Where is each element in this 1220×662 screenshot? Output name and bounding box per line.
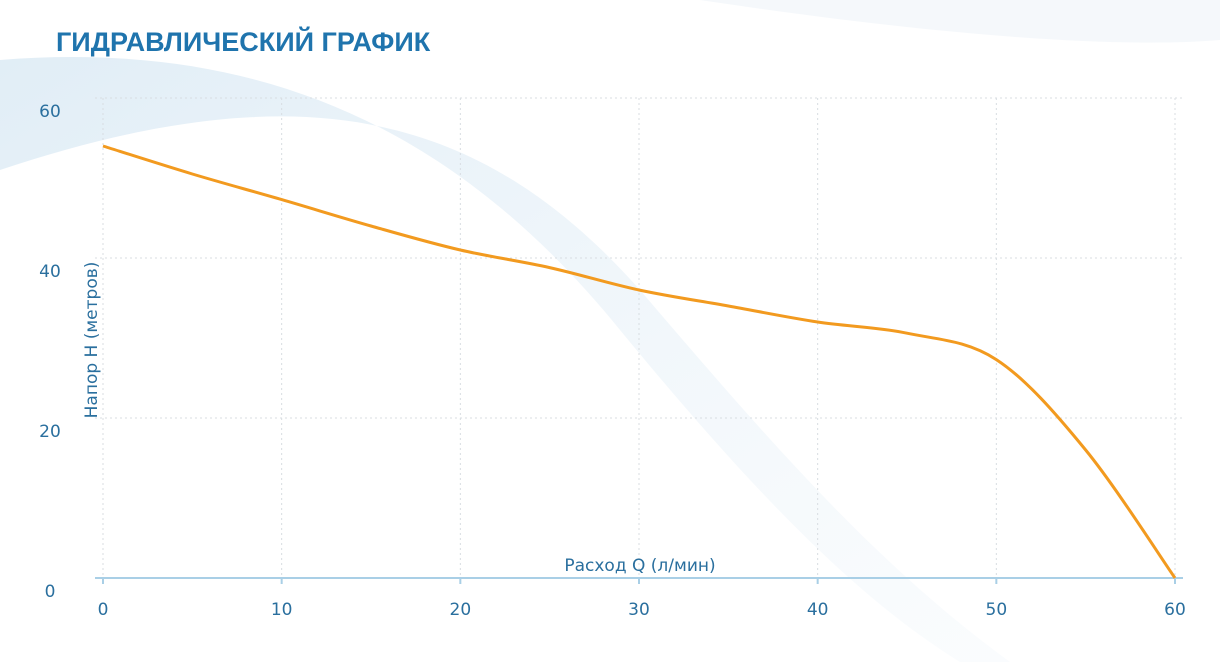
y-tick-label: 0 [45,582,56,602]
x-tick-label: 30 [628,600,650,620]
x-axis-label: Расход Q (л/мин) [564,556,715,576]
x-tick-label: 10 [271,600,293,620]
y-tick-label: 40 [39,262,61,282]
x-tick-label: 0 [98,600,109,620]
x-tick-label: 50 [986,600,1008,620]
line-series [102,144,1177,579]
y-tick-label: 60 [39,102,61,122]
x-tick-label: 60 [1164,600,1186,620]
y-tick-label: 20 [39,422,61,442]
decor-swoosh [700,0,1220,43]
x-tick-label: 20 [450,600,472,620]
decor-swoosh [0,57,1010,662]
chart-title: ГИДРАВЛИЧЕСКИЙ ГРАФИК [56,26,431,57]
x-tick-label: 40 [807,600,829,620]
y-axis-label: Напор H (метров) [82,262,102,419]
